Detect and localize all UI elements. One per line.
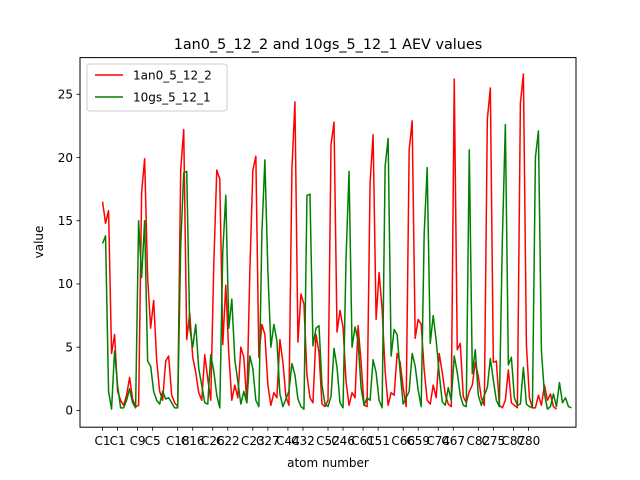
legend-label-10gs: 10gs_5_12_1 [133, 91, 211, 105]
x-tick-label: C52 [316, 434, 340, 448]
x-tick-label: C5 [145, 434, 161, 448]
x-tick-label: C18 [166, 434, 190, 448]
x-tick-label: C82 [466, 434, 490, 448]
x-tick-label: C75 [482, 434, 506, 448]
y-tick-label: 0 [65, 404, 73, 418]
x-tick-label: C87 [502, 434, 526, 448]
y-tick-label: 10 [58, 277, 73, 291]
x-tick-label: C66 [391, 434, 415, 448]
x-tick-label: C61 [351, 434, 375, 448]
x-tick-label: C67 [441, 434, 465, 448]
y-tick-label: 5 [65, 340, 73, 354]
chart-title: 1an0_5_12_2 and 10gs_5_12_1 AEV values [174, 37, 483, 53]
x-tick-label: C59 [406, 434, 430, 448]
plot-area [101, 73, 572, 410]
legend-label-1an0: 1an0_5_12_2 [133, 69, 212, 83]
x-tick-label: C22 [216, 434, 240, 448]
y-tick-label: 15 [58, 214, 73, 228]
x-tick-label: C9 [130, 434, 146, 448]
x-tick-label: C51 [366, 434, 390, 448]
x-tick-label: C26 [201, 434, 225, 448]
x-tick-label: C32 [291, 434, 315, 448]
series-line-10gs [101, 123, 572, 410]
x-axis-title: atom number [287, 456, 369, 470]
x-tick-label: C74 [426, 434, 450, 448]
x-tick-label: C44 [276, 434, 300, 448]
x-tick-label: C1 [95, 434, 111, 448]
x-tick-label: C27 [256, 434, 280, 448]
x-tick-label: C16 [181, 434, 205, 448]
x-tick-label: C23 [241, 434, 265, 448]
x-tick-label: C1 [110, 434, 126, 448]
x-tick-label: C46 [331, 434, 355, 448]
x-tick-label: C80 [517, 434, 541, 448]
y-tick-label: 25 [58, 88, 73, 102]
legend: 1an0_5_12_2 10gs_5_12_1 [86, 63, 228, 112]
y-axis-title: value [32, 226, 46, 259]
y-axis: 0 5 10 15 20 25 [58, 88, 80, 418]
y-tick-label: 20 [58, 151, 73, 165]
